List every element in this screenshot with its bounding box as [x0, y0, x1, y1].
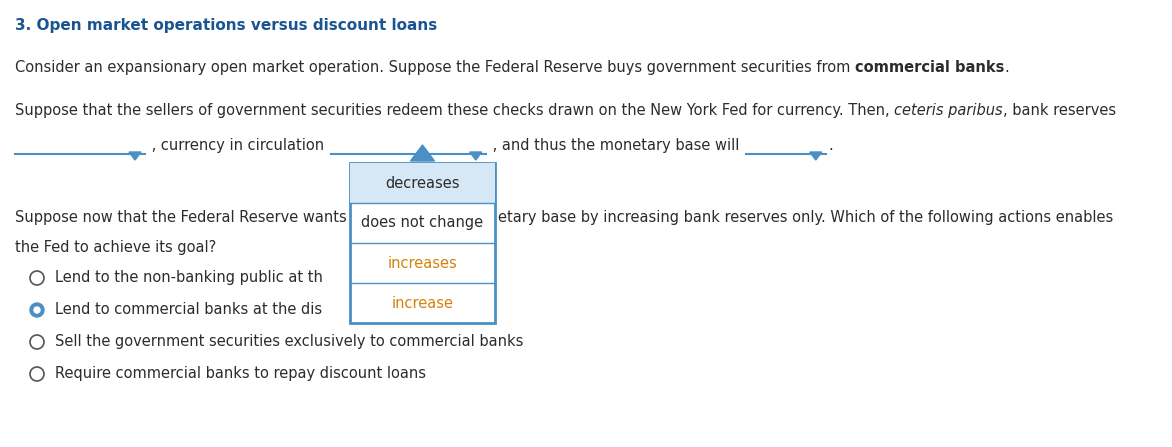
Text: Lend to commercial banks at the dis: Lend to commercial banks at the dis: [55, 302, 322, 317]
Text: ceteris paribus: ceteris paribus: [894, 103, 1003, 118]
Text: Sell the government securities exclusively to commercial banks: Sell the government securities exclusive…: [55, 334, 524, 349]
Text: increases: increases: [388, 256, 457, 270]
Text: ceteris paribus: ceteris paribus: [894, 103, 1003, 118]
Text: Consider an expansionary open market operation. Suppose the Federal Reserve buys: Consider an expansionary open market ope…: [15, 60, 856, 75]
Circle shape: [34, 307, 40, 313]
Text: Require commercial banks to repay discount loans: Require commercial banks to repay discou…: [55, 366, 425, 381]
Text: Suppose that the sellers of government securities redeem these checks drawn on t: Suppose that the sellers of government s…: [15, 103, 894, 118]
Text: .: .: [1004, 60, 1009, 75]
Text: increase: increase: [391, 295, 454, 311]
Text: , currency in circulation: , currency in circulation: [146, 138, 329, 153]
Polygon shape: [470, 152, 482, 160]
Bar: [350, 163, 495, 323]
Text: the Fed to achieve its goal?: the Fed to achieve its goal?: [15, 240, 217, 255]
Text: 3. Open market operations versus discount loans: 3. Open market operations versus discoun…: [15, 18, 437, 33]
Text: Suppose now that the Federal Reserve wants t: Suppose now that the Federal Reserve wan…: [15, 210, 357, 225]
Bar: [350, 163, 495, 203]
Circle shape: [30, 303, 45, 317]
Text: Lend to the non-banking public at th: Lend to the non-banking public at th: [55, 270, 322, 285]
Polygon shape: [129, 152, 141, 160]
Polygon shape: [410, 145, 435, 161]
Text: , and thus the monetary base will: , and thus the monetary base will: [488, 138, 744, 153]
Text: commercial banks: commercial banks: [856, 60, 1004, 75]
Text: does not change: does not change: [361, 215, 484, 231]
Text: etary base by increasing bank reserves only. Which of the following actions enab: etary base by increasing bank reserves o…: [498, 210, 1113, 225]
Polygon shape: [810, 152, 822, 160]
Text: .: .: [829, 138, 833, 153]
Text: decreases: decreases: [386, 176, 459, 190]
Text: commercial banks: commercial banks: [856, 60, 1004, 75]
Text: , bank reserves: , bank reserves: [1003, 103, 1116, 118]
